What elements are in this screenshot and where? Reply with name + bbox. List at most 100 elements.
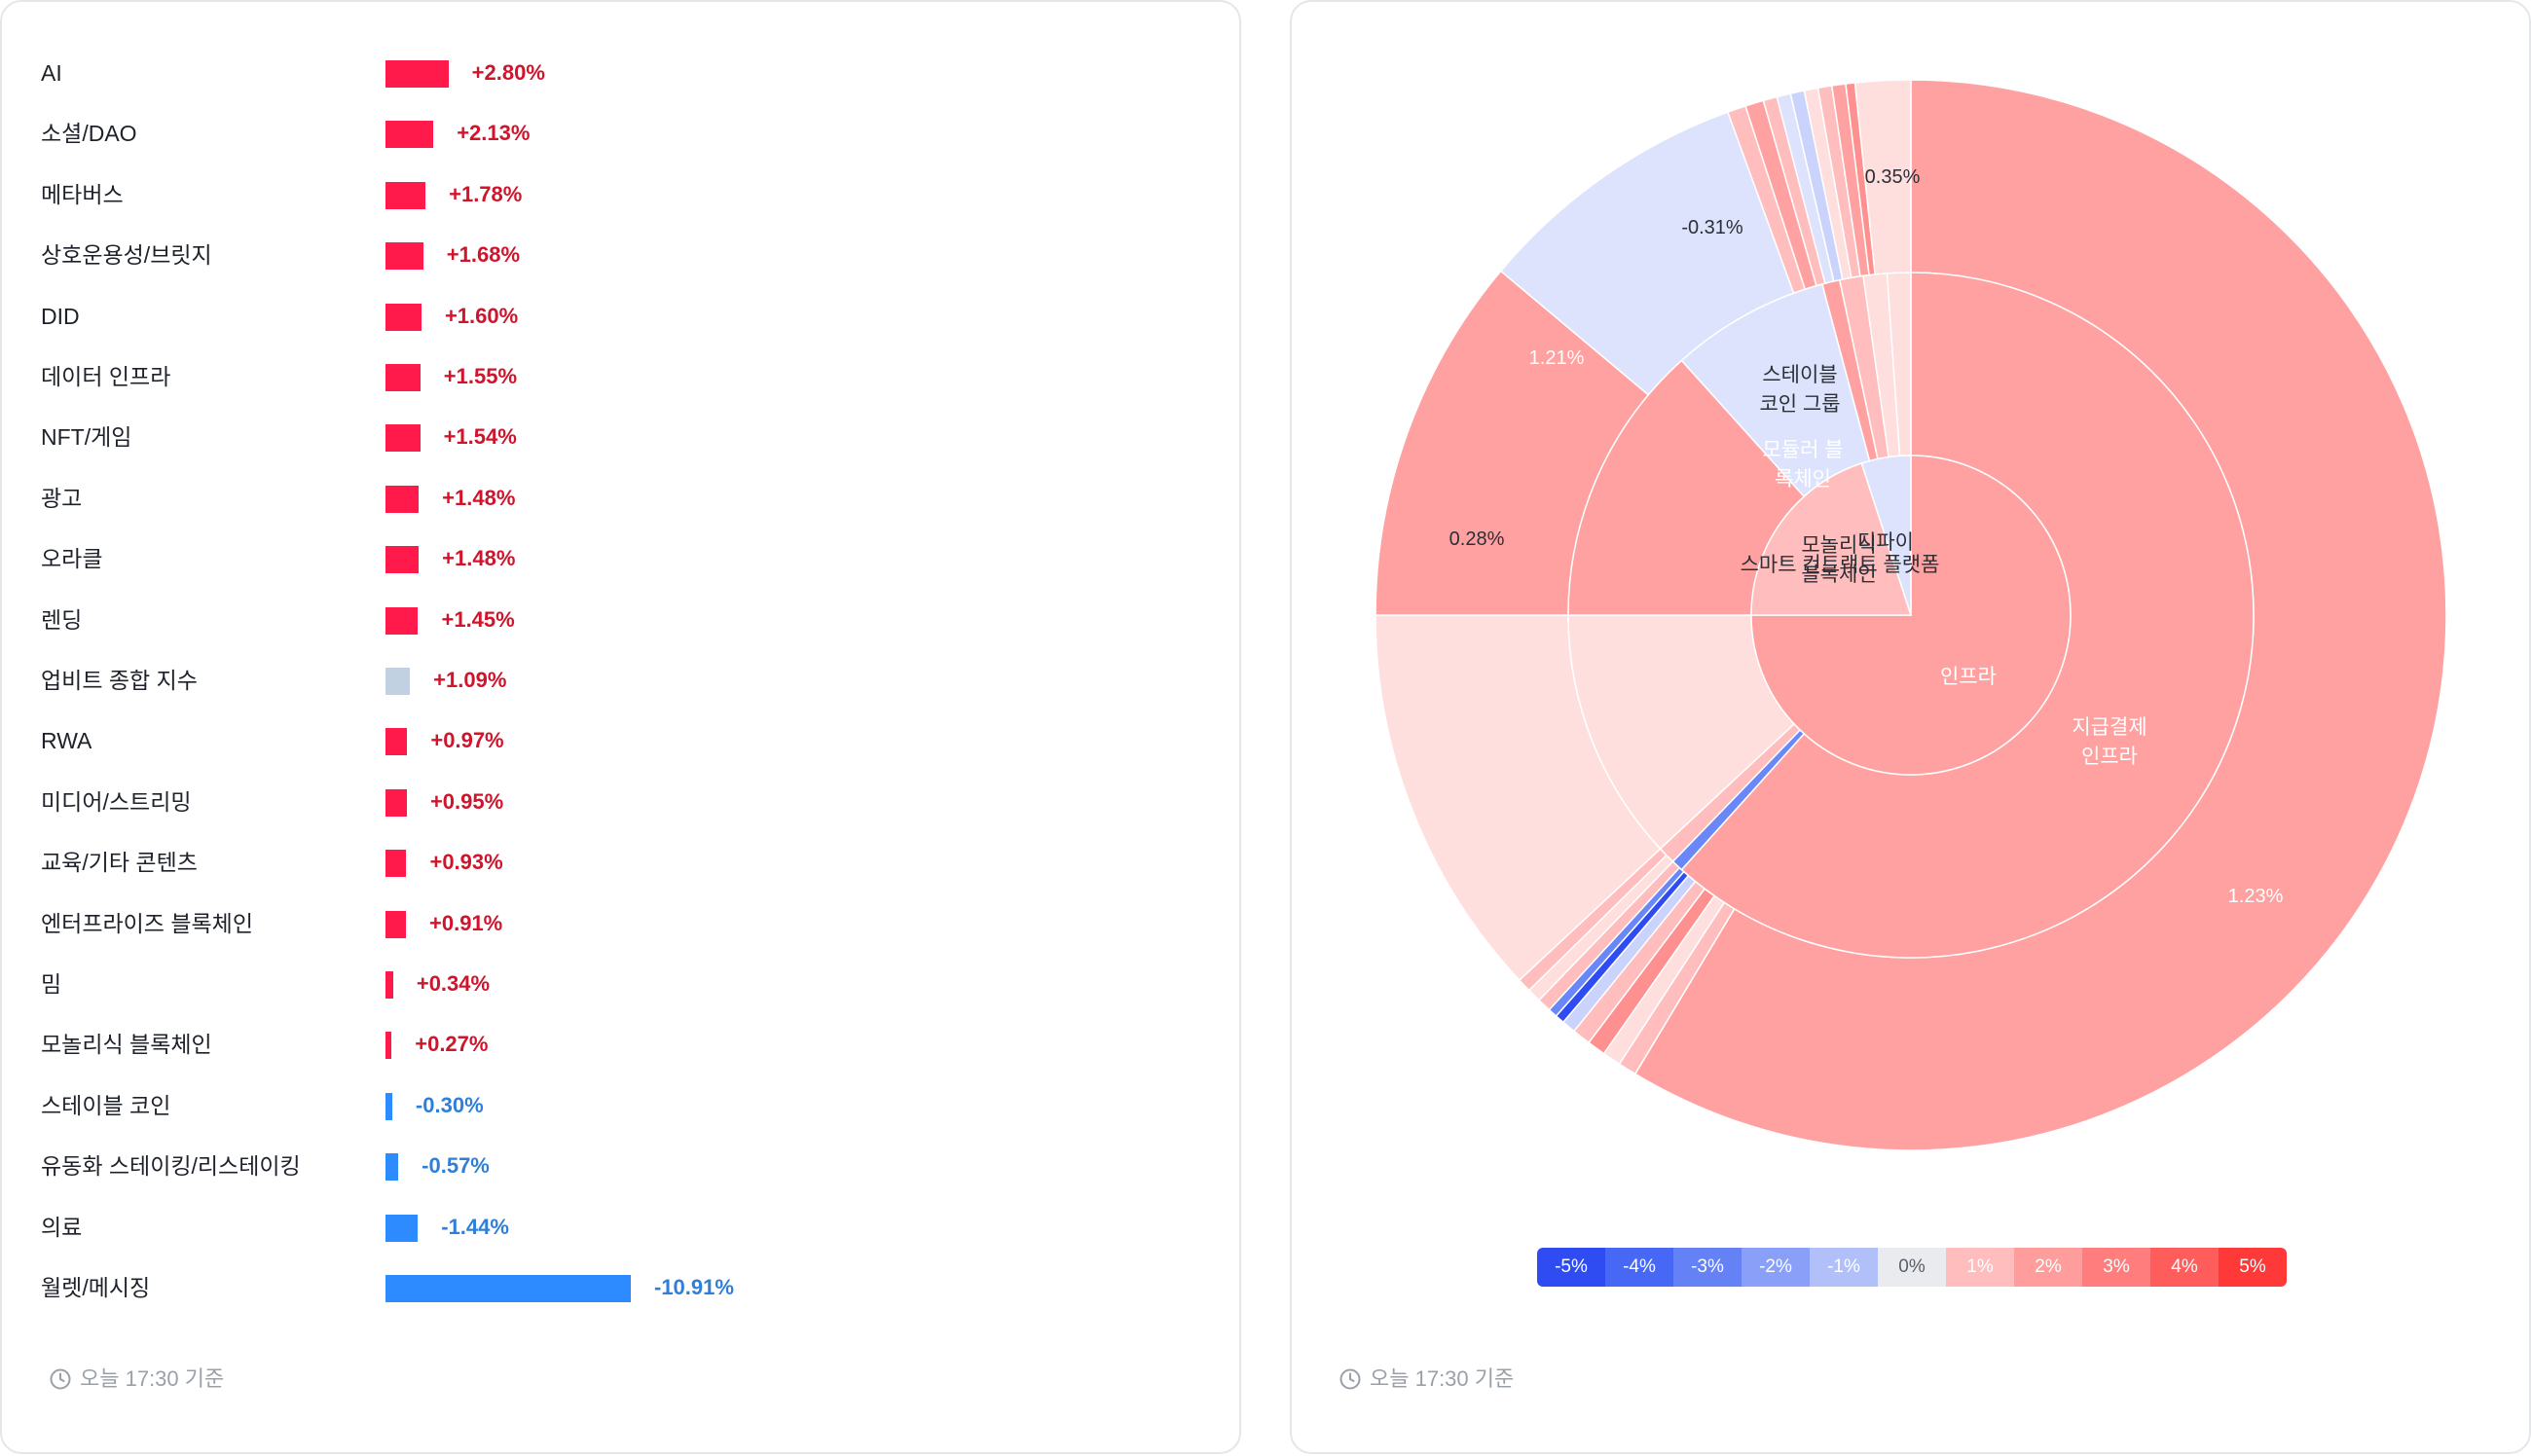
- bar-row[interactable]: 상호운용성/브릿지 +1.68%: [2, 225, 1243, 285]
- sector-bar: [385, 850, 407, 878]
- bar-row[interactable]: 렌딩 +1.45%: [2, 590, 1243, 650]
- sector-label: NFT/게임: [41, 424, 132, 451]
- bar-row[interactable]: RWA +0.97%: [2, 710, 1243, 771]
- bar-row[interactable]: 월렛/메시징 -10.91%: [2, 1257, 1243, 1318]
- legend-swatch: 0%: [1878, 1248, 1946, 1287]
- sector-value: +2.80%: [471, 60, 545, 85]
- legend-swatch: 3%: [2082, 1248, 2150, 1287]
- bar-row[interactable]: 교육/기타 콘텐츠 +0.93%: [2, 832, 1243, 892]
- sector-value: +1.48%: [442, 485, 516, 510]
- sector-bar: [385, 910, 407, 938]
- bar-row[interactable]: 유동화 스테이킹/리스테이킹 -0.57%: [2, 1136, 1243, 1196]
- sector-bar: [385, 1092, 392, 1120]
- sector-label: 광고: [41, 485, 83, 511]
- sector-bar: [385, 121, 434, 149]
- timestamp: 오늘 17:30 기준: [1339, 1365, 1514, 1394]
- sector-value: +1.60%: [444, 303, 519, 328]
- sunburst-value: 1.21%: [1529, 347, 1585, 369]
- bar-row[interactable]: AI +2.80%: [2, 43, 1243, 103]
- sector-value: -0.30%: [415, 1092, 484, 1117]
- bar-row[interactable]: NFT/게임 +1.54%: [2, 407, 1243, 467]
- bar-row[interactable]: 모놀리식 블록체인 +0.27%: [2, 1014, 1243, 1074]
- bar-row[interactable]: 의료 -1.44%: [2, 1197, 1243, 1257]
- sunburst-value: -0.31%: [1681, 217, 1743, 238]
- sector-bar: [385, 181, 426, 209]
- sector-value: -10.91%: [654, 1275, 734, 1299]
- sector-label: 모놀리식 블록체인: [41, 1032, 212, 1058]
- sector-label: 메타버스: [41, 181, 124, 207]
- sector-value: +0.93%: [429, 850, 503, 875]
- sector-value: +1.55%: [443, 364, 518, 388]
- sector-label: AI: [41, 60, 62, 86]
- sunburst-segment[interactable]: [1750, 455, 2072, 776]
- bar-row[interactable]: 소셜/DAO +2.13%: [2, 103, 1243, 164]
- sector-bar-panel: AI +2.80% 소셜/DAO +2.13% 메타버스 +1.78% 상호운용성/브릿지 +…: [0, 0, 1241, 1454]
- sector-label: 엔터프라이즈 블록체인: [41, 910, 253, 936]
- sector-label: 스테이블 코인: [41, 1092, 171, 1118]
- sunburst-value: 0.28%: [1449, 528, 1505, 550]
- sunburst-label: 지급결제 인프라: [2072, 716, 2146, 768]
- sector-value: +0.97%: [430, 728, 504, 753]
- sector-bar: [385, 1153, 399, 1182]
- timestamp-text: 오늘 17:30 기준: [80, 1366, 225, 1391]
- bar-row[interactable]: 광고 +1.48%: [2, 468, 1243, 528]
- bar-row[interactable]: 미디어/스트리밍 +0.95%: [2, 772, 1243, 832]
- sector-value: +0.27%: [415, 1032, 489, 1057]
- sector-bar: [385, 424, 421, 453]
- sector-label: 월렛/메시징: [41, 1275, 151, 1300]
- sunburst-value: 1.23%: [2228, 886, 2284, 907]
- bar-row[interactable]: 오라클 +1.48%: [2, 528, 1243, 589]
- sector-value: +1.54%: [443, 424, 517, 450]
- legend-swatch: -5%: [1537, 1248, 1605, 1287]
- sunburst-label: 스테이블 코인 그룹: [1759, 364, 1840, 416]
- sunburst-panel: 인프라 지급결제 인프라 모놀리식 블록체인 모듈러 블 록체인 스테이블 코인 그룹 스마트 컨…: [1290, 0, 2531, 1454]
- sector-label: 업비트 종합 지수: [41, 668, 198, 693]
- sector-bar: [385, 1275, 631, 1302]
- bar-row[interactable]: 데이터 인프라 +1.55%: [2, 346, 1243, 407]
- sector-label: 오라클: [41, 546, 103, 572]
- sector-label: DID: [41, 303, 80, 329]
- sector-bar: [385, 303, 422, 331]
- timestamp: 오늘 17:30 기준: [49, 1365, 224, 1394]
- sunburst-label: 모놀리식 블록체인: [1801, 534, 1876, 586]
- sunburst-label: 모듈러 블 록체인: [1762, 439, 1843, 491]
- sector-value: +1.68%: [446, 242, 521, 268]
- sector-value: -0.57%: [422, 1153, 490, 1179]
- sector-bar: [385, 242, 423, 271]
- legend-swatch: 4%: [2150, 1248, 2219, 1287]
- sunburst-label: 스마트 컨트랙트 플랫폼: [1741, 554, 1940, 576]
- sector-label: RWA: [41, 728, 92, 754]
- sector-bar: [385, 668, 411, 695]
- sector-label: 렌딩: [41, 606, 83, 633]
- bar-row[interactable]: 엔터프라이즈 블록체인 +0.91%: [2, 893, 1243, 954]
- sector-label: 소셜/DAO: [41, 121, 137, 147]
- sector-bar: [385, 1214, 419, 1242]
- sector-bar: [385, 364, 421, 391]
- sector-value: +1.78%: [449, 181, 523, 206]
- sunburst-segment[interactable]: [1860, 455, 1912, 616]
- sector-bar: [385, 728, 408, 756]
- bar-row[interactable]: 메타버스 +1.78%: [2, 164, 1243, 225]
- sector-bar: [385, 485, 420, 513]
- legend-swatch: 1%: [1946, 1248, 2014, 1287]
- sector-value: +1.45%: [441, 606, 515, 632]
- sector-bar: [385, 788, 407, 817]
- sector-bar: [385, 606, 419, 635]
- legend-swatch: 5%: [2219, 1248, 2287, 1287]
- bar-row[interactable]: 업비트 종합 지수 +1.09%: [2, 650, 1243, 710]
- bar-row[interactable]: DID +1.60%: [2, 286, 1243, 346]
- bar-row[interactable]: 밈 +0.34%: [2, 954, 1243, 1014]
- sector-label: 상호운용성/브릿지: [41, 242, 212, 269]
- sector-label: 데이터 인프라: [41, 364, 171, 389]
- legend-swatch: -3%: [1673, 1248, 1742, 1287]
- sector-value: +0.34%: [416, 971, 491, 996]
- sector-value: +1.48%: [442, 546, 516, 571]
- clock-icon: [1339, 1368, 1361, 1390]
- timestamp-text: 오늘 17:30 기준: [1370, 1366, 1515, 1391]
- sunburst-segment[interactable]: [1750, 462, 1913, 616]
- bar-row[interactable]: 스테이블 코인 -0.30%: [2, 1075, 1243, 1136]
- sector-bar: [385, 546, 420, 574]
- sector-label: 교육/기타 콘텐츠: [41, 850, 198, 876]
- sector-label: 의료: [41, 1214, 83, 1240]
